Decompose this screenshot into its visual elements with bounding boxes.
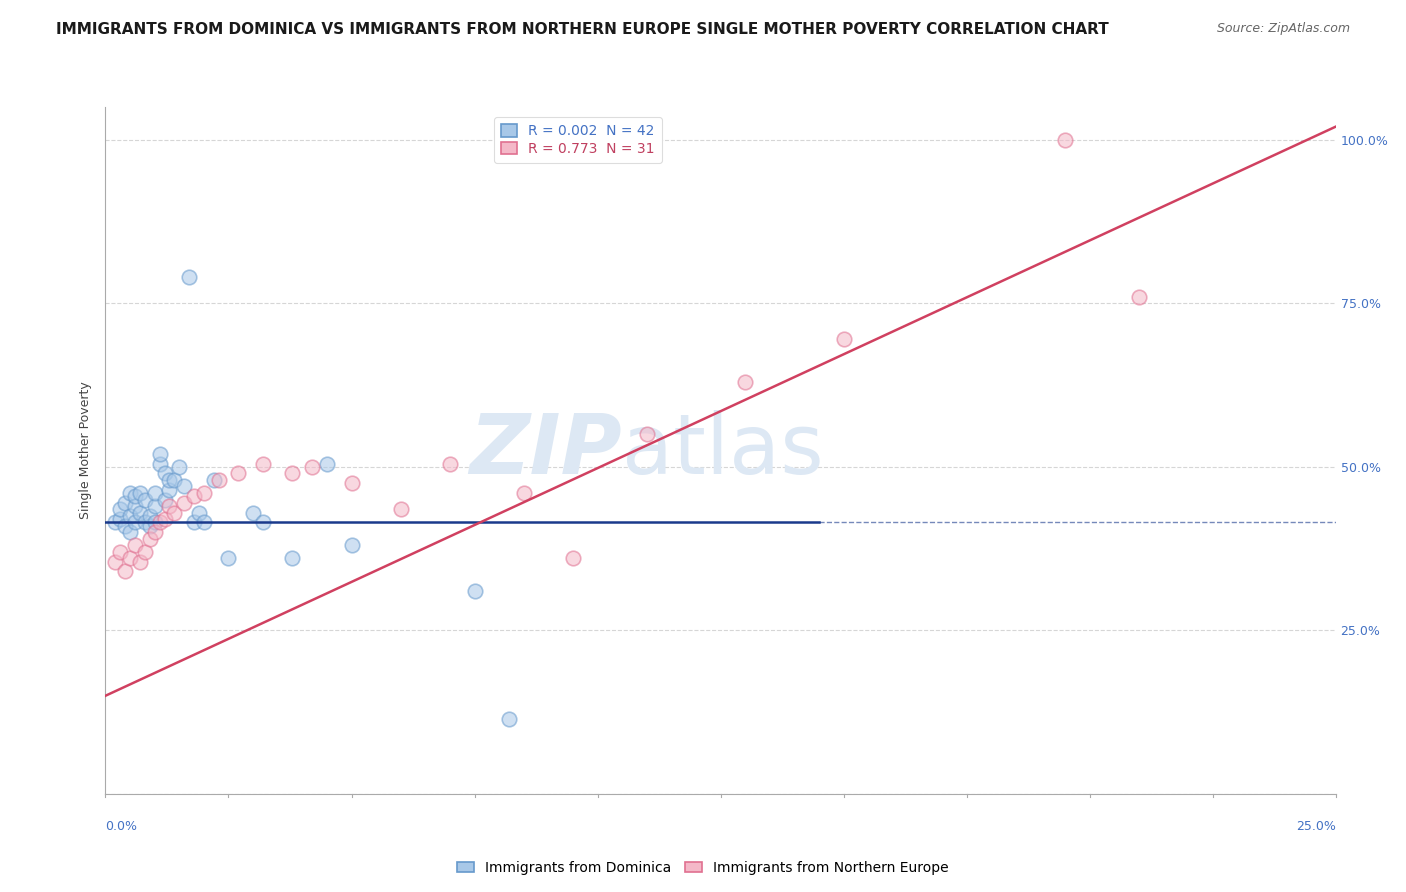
Point (110, 502, 132, 516)
Point (1054, 133, 1077, 147)
Legend: R = 0.002  N = 42, R = 0.773  N = 31: R = 0.002 N = 42, R = 0.773 N = 31 (494, 118, 662, 162)
Point (340, 538, 363, 552)
Point (138, 518, 162, 533)
Point (120, 486, 141, 500)
Point (124, 489, 146, 503)
Text: Source: ZipAtlas.com: Source: ZipAtlas.com (1216, 22, 1350, 36)
Point (252, 457, 274, 471)
Point (179, 270, 201, 285)
Point (138, 508, 162, 523)
Point (173, 479, 195, 493)
Point (188, 506, 211, 520)
Point (513, 486, 536, 500)
Point (163, 473, 186, 487)
Point (169, 459, 191, 474)
Point (159, 499, 180, 513)
Point (134, 492, 156, 507)
Point (281, 551, 304, 566)
Point (129, 506, 152, 520)
Point (439, 457, 461, 471)
Point (120, 508, 141, 523)
Text: 25.0%: 25.0% (1296, 820, 1336, 833)
Point (562, 551, 585, 566)
Point (143, 499, 166, 513)
Point (114, 565, 136, 579)
Point (340, 476, 363, 491)
Point (301, 459, 323, 474)
Point (138, 532, 162, 546)
Point (252, 516, 274, 530)
Point (183, 489, 205, 503)
Point (104, 516, 127, 530)
Point (149, 516, 172, 530)
Y-axis label: Single Mother Poverty: Single Mother Poverty (79, 382, 93, 519)
Text: atlas: atlas (621, 410, 824, 491)
Point (124, 499, 146, 513)
Point (389, 502, 412, 516)
Legend: Immigrants from Dominica, Immigrants from Northern Europe: Immigrants from Dominica, Immigrants fro… (451, 855, 955, 880)
Point (110, 512, 132, 526)
Point (143, 525, 166, 540)
Point (159, 473, 180, 487)
Point (1128, 290, 1150, 304)
Point (734, 375, 756, 389)
Point (173, 496, 195, 510)
Point (120, 551, 141, 566)
Point (134, 516, 156, 530)
Point (129, 555, 152, 569)
Point (153, 492, 176, 507)
Point (218, 551, 240, 566)
Point (104, 555, 127, 569)
Point (202, 473, 225, 487)
Point (124, 538, 146, 552)
Point (163, 506, 186, 520)
Point (183, 516, 205, 530)
Point (498, 712, 520, 726)
Point (143, 516, 166, 530)
Point (281, 467, 304, 481)
Point (153, 512, 176, 526)
Point (208, 473, 231, 487)
Point (120, 525, 141, 540)
Point (464, 584, 486, 599)
Point (832, 332, 855, 346)
Point (114, 496, 136, 510)
Point (114, 518, 136, 533)
Point (143, 486, 166, 500)
Point (149, 447, 172, 461)
Point (134, 545, 156, 559)
Point (110, 545, 132, 559)
Text: ZIP: ZIP (470, 410, 621, 491)
Point (228, 467, 250, 481)
Point (124, 516, 146, 530)
Point (129, 486, 152, 500)
Text: 0.0%: 0.0% (105, 820, 138, 833)
Point (242, 506, 264, 520)
Point (636, 427, 658, 442)
Text: IMMIGRANTS FROM DOMINICA VS IMMIGRANTS FROM NORTHERN EUROPE SINGLE MOTHER POVERT: IMMIGRANTS FROM DOMINICA VS IMMIGRANTS F… (56, 22, 1109, 37)
Point (315, 457, 337, 471)
Point (149, 457, 172, 471)
Point (193, 486, 215, 500)
Point (153, 467, 176, 481)
Point (159, 483, 180, 497)
Point (193, 516, 215, 530)
